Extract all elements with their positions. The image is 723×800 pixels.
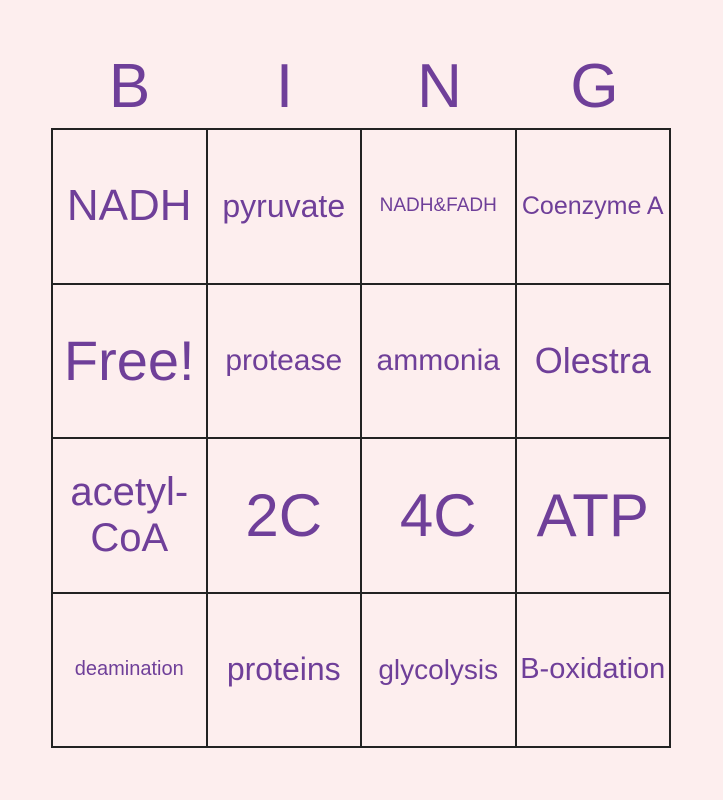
cell-label: proteins: [226, 651, 341, 688]
cell-label: Olestra: [534, 340, 651, 382]
cell-label: deamination: [74, 658, 184, 681]
bingo-cell[interactable]: Coenzyme A: [515, 129, 670, 284]
cell-label: pyruvate: [222, 187, 346, 224]
cell-label: ATP: [536, 481, 649, 549]
bingo-cell[interactable]: glycolysis: [361, 592, 516, 747]
cell-label: protease: [225, 343, 343, 377]
bingo-cell[interactable]: pyruvate: [206, 129, 361, 284]
bingo-cell[interactable]: deamination: [52, 592, 207, 747]
cell-label: Coenzyme A: [521, 191, 664, 220]
bingo-cell[interactable]: proteins: [206, 592, 361, 747]
header-letter: B: [108, 52, 151, 121]
bingo-cell[interactable]: 2C: [206, 438, 361, 593]
cell-label: ammonia: [376, 343, 500, 377]
cell-label: acetyl-CoA: [70, 470, 189, 561]
bingo-cell[interactable]: protease: [206, 283, 361, 438]
bingo-cell[interactable]: B-oxidation: [515, 592, 670, 747]
bingo-cell[interactable]: ATP: [515, 438, 670, 593]
bingo-board: NADH pyruvate NADH&FADH Coenzyme A Free! prot…: [51, 128, 671, 748]
cell-label: Free!: [63, 328, 195, 392]
header-letter: N: [417, 52, 462, 121]
cell-label: 2C: [245, 481, 323, 549]
bingo-cell[interactable]: acetyl-CoA: [52, 438, 207, 593]
cell-label: 4C: [399, 481, 477, 549]
bingo-cell[interactable]: ammonia: [361, 283, 516, 438]
bingo-cell[interactable]: NADH&FADH: [361, 129, 516, 284]
cell-label: glycolysis: [378, 653, 499, 685]
cell-label: B-oxidation: [520, 653, 666, 686]
bingo-cell[interactable]: Free!: [52, 283, 207, 438]
bingo-cell[interactable]: Olestra: [515, 283, 670, 438]
header-letter: I: [275, 52, 294, 121]
header-letter: G: [570, 52, 619, 121]
bingo-cell[interactable]: NADH: [52, 129, 207, 284]
bingo-cell[interactable]: 4C: [361, 438, 516, 593]
cell-label: NADH&FADH: [379, 195, 497, 217]
cell-label: NADH: [66, 180, 192, 230]
